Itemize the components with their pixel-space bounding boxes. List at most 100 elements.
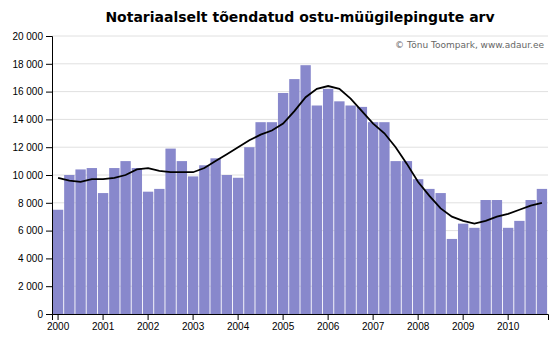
x-tick-mark xyxy=(418,314,419,320)
bar xyxy=(514,221,524,314)
bar xyxy=(233,178,243,314)
bar xyxy=(222,175,232,314)
y-tick-mark xyxy=(46,258,52,259)
y-tick-mark xyxy=(46,286,52,287)
grid-line xyxy=(52,91,548,92)
bar xyxy=(177,161,187,314)
x-tick: 2005 xyxy=(272,314,295,332)
x-tick-mark xyxy=(238,314,239,320)
bar xyxy=(64,175,74,314)
bar xyxy=(503,228,513,314)
bar xyxy=(143,192,153,314)
title: Notariaalselt tõendatud ostu-müügileping… xyxy=(105,9,494,25)
bar xyxy=(120,161,130,314)
x-tick: 2004 xyxy=(227,314,250,332)
y-tick-mark xyxy=(46,92,52,93)
x-tick-label: 2007 xyxy=(362,321,385,332)
y-tick: 4 000 xyxy=(18,253,52,264)
y-tick: 8 000 xyxy=(18,198,52,209)
bar xyxy=(480,200,490,314)
x-tick-mark xyxy=(103,314,104,320)
grid-line xyxy=(52,147,548,148)
x-axis-line xyxy=(53,315,549,321)
x-tick-label: 2001 xyxy=(92,321,115,332)
chart: Notariaalselt tõendatud ostu-müügileping… xyxy=(0,0,560,342)
x-tick: 2006 xyxy=(317,314,340,332)
x-tick-label: 2002 xyxy=(137,321,160,332)
bar xyxy=(87,168,97,314)
x-tick: 2003 xyxy=(182,314,205,332)
bar xyxy=(132,168,142,314)
bar xyxy=(413,179,423,314)
x-tick-label: 2004 xyxy=(227,321,250,332)
x-tick-label: 2000 xyxy=(47,321,70,332)
y-tick-mark xyxy=(46,231,52,232)
x-tick: 2007 xyxy=(362,314,385,332)
x-tick-mark xyxy=(328,314,329,320)
x-tick-mark xyxy=(283,314,284,320)
y-tick: 18 000 xyxy=(12,59,52,70)
bar xyxy=(357,107,367,314)
y-tick-label: 16 000 xyxy=(12,86,43,97)
bar xyxy=(109,168,119,314)
bar xyxy=(390,161,400,314)
x-tick-mark xyxy=(508,314,509,320)
x-tick: 2001 xyxy=(92,314,115,332)
x-axis: 2000 2001 2002 2003 2004 2005 2006 2007 2008 2009… xyxy=(47,314,549,332)
bar xyxy=(345,106,355,315)
bar xyxy=(312,106,322,315)
x-tick: 2009 xyxy=(452,314,475,332)
bar-series xyxy=(53,65,547,314)
y-axis: 02 0004 0006 0008 00010 00012 00014 0001… xyxy=(12,31,52,320)
grid-line xyxy=(52,63,548,64)
x-tick-label: 2010 xyxy=(497,321,520,332)
y-tick-label: 2 000 xyxy=(18,281,43,292)
bar xyxy=(469,228,479,314)
x-tick-label: 2008 xyxy=(407,321,430,332)
x-tick-mark xyxy=(193,314,194,320)
marks xyxy=(53,65,547,314)
x-tick-label: 2003 xyxy=(182,321,205,332)
y-tick: 16 000 xyxy=(12,86,52,97)
y-tick-mark xyxy=(46,203,52,204)
bar xyxy=(53,210,63,314)
bar xyxy=(267,122,277,314)
y-axis-line xyxy=(46,37,53,315)
y-tick-mark xyxy=(46,119,52,120)
y-tick-label: 4 000 xyxy=(18,253,43,264)
bar xyxy=(210,158,220,314)
y-tick-label: 12 000 xyxy=(12,142,43,153)
y-tick-mark xyxy=(46,175,52,176)
annotation: © Tõnu Toompark, www.adaur.ee xyxy=(395,40,544,50)
bar xyxy=(165,149,175,314)
x-tick-mark xyxy=(373,314,374,320)
bar xyxy=(424,189,434,314)
bar xyxy=(255,122,265,314)
bar xyxy=(199,165,209,314)
x-tick: 2008 xyxy=(407,314,430,332)
y-tick: 12 000 xyxy=(12,142,52,153)
bar xyxy=(402,161,412,314)
bar xyxy=(525,200,535,314)
y-tick-label: 0 xyxy=(37,309,43,320)
x-tick: 2010 xyxy=(497,314,520,332)
x-tick: 2002 xyxy=(137,314,160,332)
grid-line xyxy=(52,119,548,120)
x-tick-label: 2009 xyxy=(452,321,475,332)
x-tick-mark xyxy=(58,314,59,320)
y-tick-label: 8 000 xyxy=(18,198,43,209)
bar xyxy=(368,122,378,314)
x-tick-mark xyxy=(148,314,149,320)
y-tick-label: 14 000 xyxy=(12,114,43,125)
x-tick-label: 2006 xyxy=(317,321,340,332)
bar xyxy=(458,224,468,314)
y-tick: 0 xyxy=(37,309,52,320)
grid-line xyxy=(52,36,548,37)
bar xyxy=(244,147,254,314)
bar xyxy=(334,101,344,314)
y-tick-label: 10 000 xyxy=(12,170,43,181)
plot: 02 0004 0006 0008 00010 00012 00014 0001… xyxy=(12,31,548,332)
bar xyxy=(188,176,198,314)
bar xyxy=(154,189,164,314)
y-tick-mark xyxy=(46,64,52,65)
